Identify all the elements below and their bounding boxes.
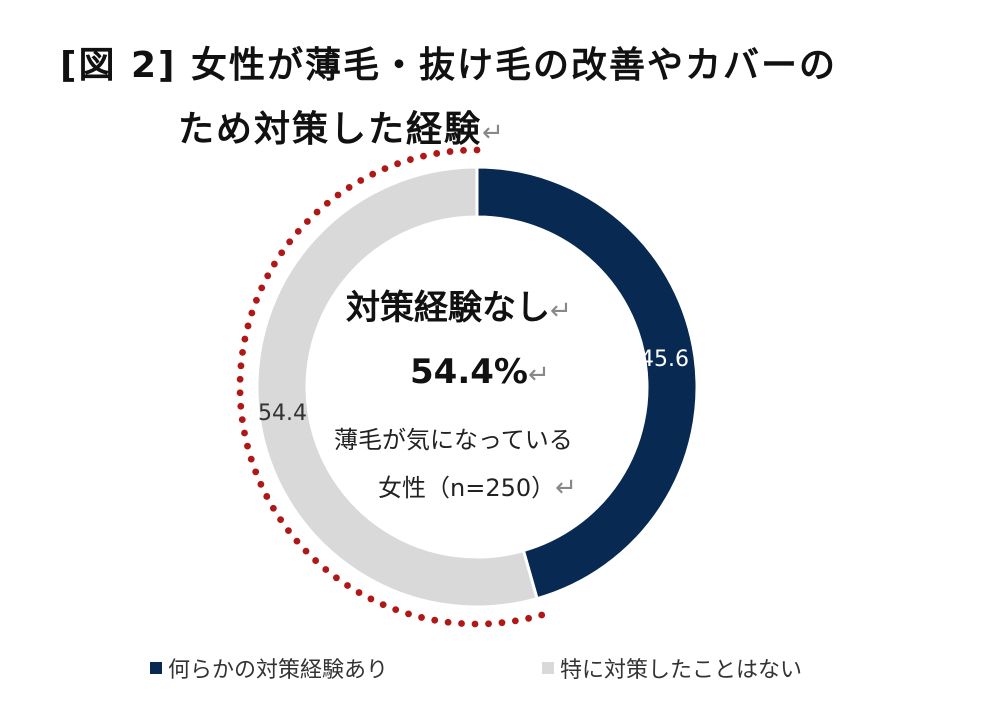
highlight-dot (247, 455, 255, 463)
chart-title-line-1-text: [図 2] 女性が薄毛・抜け毛の改善やカバーの (60, 45, 838, 86)
highlight-dot (355, 589, 363, 596)
highlight-dot (357, 177, 365, 184)
highlight-dot (471, 620, 479, 628)
data-label-1: 54.4 (258, 401, 307, 426)
center-subtitle-line-1-text: 薄毛が気になっている (334, 426, 573, 454)
legend-item-no-countermeasure: 特に対策したことはない (542, 652, 802, 684)
center-heading-text: 対策経験なし (346, 288, 550, 328)
chart-title-line-2-text: ため対策した経験 (178, 109, 483, 150)
highlight-dot (236, 375, 244, 383)
highlight-dot (313, 208, 321, 216)
highlight-dot (253, 296, 260, 304)
highlight-dot (485, 620, 492, 628)
highlight-dot (312, 557, 320, 564)
highlight-dot (323, 199, 331, 207)
highlight-dot (322, 566, 330, 573)
return-mark-icon: ↵ (550, 296, 572, 326)
highlight-dot (258, 284, 266, 292)
highlight-dot (293, 537, 301, 545)
highlight-dot (498, 619, 506, 627)
center-subtitle-line-2-text: 女性（n=250） (378, 474, 556, 502)
legend-label: 特に対策したことはない (560, 658, 803, 683)
donut-slice-1 (255, 165, 539, 609)
highlight-dot (344, 582, 351, 589)
legend-swatch-navy (150, 662, 162, 674)
return-mark-icon: ↵ (527, 360, 550, 390)
highlight-dot (237, 362, 245, 370)
highlight-dot (236, 389, 244, 397)
highlight-dot (394, 160, 401, 168)
highlight-dot (241, 429, 248, 437)
data-label-0: 45.6 (640, 347, 689, 372)
highlight-dot (294, 227, 302, 235)
highlight-dot (446, 148, 454, 155)
highlight-dot (460, 146, 467, 154)
highlight-dot (248, 309, 256, 317)
donut-slice-0 (475, 165, 699, 601)
chart-title-line-2: ため対策した経験↵ (178, 100, 506, 152)
highlight-dot (458, 620, 465, 627)
chart-title-line-1: [図 2] 女性が薄毛・抜け毛の改善やカバーの (60, 36, 837, 88)
highlight-dot (269, 504, 277, 512)
highlight-dot (367, 595, 375, 603)
center-subtitle-line-2: 女性（n=250）↵ (378, 468, 577, 503)
legend-swatch-gray (542, 662, 554, 674)
highlight-dot (511, 617, 519, 625)
highlight-dot (525, 614, 533, 622)
legend-item-with-countermeasure: 何らかの対策経験あり (150, 652, 388, 684)
center-value-text: 54.4% (410, 352, 528, 392)
highlight-dot (257, 480, 265, 488)
highlight-dot (302, 547, 310, 555)
highlight-dot (278, 249, 286, 257)
center-heading: 対策経験なし↵ (346, 280, 572, 329)
highlight-dot (381, 165, 389, 172)
center-subtitle-line-1: 薄毛が気になっている (334, 420, 573, 455)
highlight-dot (392, 606, 400, 614)
highlight-dot (263, 493, 271, 500)
highlight-dot (345, 184, 353, 191)
highlight-dot (285, 527, 292, 535)
center-value: 54.4%↵ (410, 352, 550, 392)
legend-label: 何らかの対策経験あり (168, 658, 389, 683)
highlight-dot (418, 614, 425, 621)
highlight-dot (244, 442, 251, 450)
highlight-dot (405, 610, 412, 618)
highlight-dot (369, 170, 377, 178)
highlight-dot (538, 611, 546, 619)
return-mark-icon: ↵ (482, 118, 506, 148)
highlight-dot (244, 322, 252, 330)
highlight-dotted-outline (236, 146, 546, 628)
return-mark-icon: ↵ (555, 473, 577, 503)
highlight-dot (431, 616, 439, 624)
highlight-dot (270, 260, 278, 268)
highlight-dot (286, 238, 294, 246)
highlight-dot (303, 218, 311, 225)
highlight-dot (473, 146, 481, 154)
highlight-dot (407, 156, 414, 163)
highlight-dot (333, 574, 340, 582)
highlight-dot (433, 150, 441, 157)
highlight-dot (379, 601, 387, 609)
highlight-dot (252, 468, 260, 476)
highlight-dot (334, 191, 342, 199)
highlight-dot (277, 516, 284, 524)
highlight-dot (264, 272, 272, 280)
highlight-dot (237, 402, 245, 410)
highlight-dot (241, 335, 249, 343)
highlight-dot (444, 618, 452, 626)
highlight-dot (238, 416, 246, 424)
highlight-dot (239, 348, 246, 356)
highlight-dot (420, 152, 427, 160)
